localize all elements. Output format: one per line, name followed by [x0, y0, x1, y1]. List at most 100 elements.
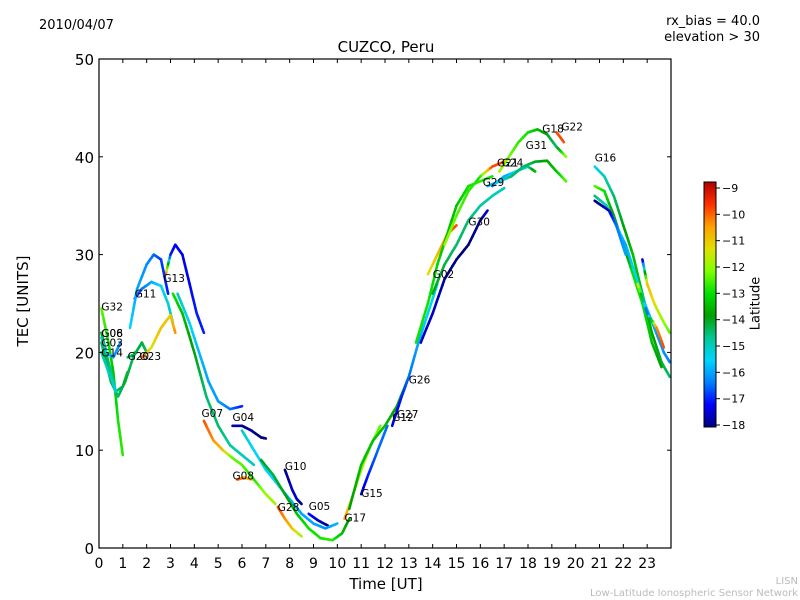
colorbar-tick-label: −15 [722, 340, 745, 353]
x-tick-label: 22 [614, 556, 632, 572]
series-segment [238, 404, 244, 409]
x-tick-label: 15 [448, 556, 466, 572]
series-segment [563, 153, 568, 159]
x-tick-label: 3 [166, 556, 175, 572]
satellite-label: G02 [433, 269, 455, 281]
x-tick-label: 4 [190, 556, 199, 572]
satellite-label: G05 [309, 501, 331, 513]
plot-frame [98, 58, 672, 549]
colorbar-tick-label: −10 [722, 208, 745, 221]
x-tick-label: 1 [118, 556, 127, 572]
satellite-label: G31 [526, 140, 548, 152]
series-segment [272, 501, 277, 506]
x-tick-label: 11 [352, 556, 370, 572]
y-tick-label: 30 [75, 247, 94, 265]
series-g29a [128, 253, 170, 330]
satellite-label: G16 [595, 153, 617, 165]
date-label: 2010/04/07 [39, 18, 114, 33]
series-g15 [359, 424, 389, 496]
series-g13 [164, 243, 206, 335]
series-segment [561, 139, 566, 144]
chart-title: CUZCO, Peru [337, 38, 435, 56]
series-g22 [555, 131, 566, 144]
series-segment [165, 286, 170, 296]
series-segment [532, 169, 537, 173]
satellite-label: G29 [483, 177, 505, 189]
satellite-label: G07 [202, 408, 224, 420]
series-g21 [443, 160, 506, 247]
x-tick-label: 19 [543, 556, 561, 572]
series-g04 [231, 424, 268, 440]
series-g19b [636, 282, 666, 349]
series-segment [114, 395, 118, 406]
series-g20 [126, 341, 148, 359]
satellite-label: G08 [233, 471, 255, 483]
colorbar-gradient [703, 181, 717, 428]
series-g26 [390, 282, 439, 428]
colorbar-tick-label: −12 [722, 261, 745, 274]
x-tick-label: 12 [376, 556, 394, 572]
y-tick-label: 40 [75, 149, 94, 167]
series-segment [453, 224, 458, 229]
series-segment [622, 248, 628, 256]
x-tick-label: 9 [309, 556, 318, 572]
series-g30 [419, 209, 489, 344]
series-g29 [431, 186, 506, 296]
x-tick-label: 2 [142, 556, 151, 572]
series-segment [377, 424, 382, 431]
satellite-label: G06 [101, 328, 123, 340]
satellite-label: G04 [233, 412, 255, 424]
series-segment [667, 359, 672, 364]
series-segment [500, 186, 506, 191]
x-tick-label: 18 [519, 556, 537, 572]
series-g10 [283, 468, 303, 506]
x-tick-label: 7 [261, 556, 270, 572]
x-tick-label: 0 [95, 556, 104, 572]
colorbar-tick-label: −18 [722, 419, 745, 432]
x-tick-label: 13 [400, 556, 418, 572]
series-g28 [276, 505, 303, 538]
satellite-label: G03 [101, 338, 123, 350]
series-segment [324, 523, 330, 527]
y-tick-label: 10 [75, 442, 94, 460]
series-g01 [171, 292, 256, 467]
series-g16b [593, 184, 663, 369]
footer-network-short: LISN [775, 576, 798, 587]
satellite-label: G14 [101, 347, 123, 359]
satellite-label: G22 [561, 121, 583, 133]
satellite-label: G08 [101, 328, 123, 340]
satellite-label: G23 [140, 351, 162, 363]
satellite-label: G18 [542, 123, 564, 135]
series-g18 [498, 128, 568, 173]
series-g16 [593, 165, 672, 379]
series-segment [120, 448, 125, 457]
series-g02a [176, 292, 244, 411]
satellite-label: G28 [278, 502, 300, 514]
satellite-label: G27 [397, 409, 419, 421]
x-tick-label: 20 [567, 556, 585, 572]
series-segment [658, 361, 663, 369]
series-g12a [259, 458, 351, 542]
axes: 0 1 2 3 4 5 6 7 8 9 10 11 12 13 14 15 16 17 18 19 20 21 22 2301… [75, 51, 671, 572]
series-segment [201, 328, 206, 335]
series-segment [667, 373, 672, 379]
series-g14 [100, 351, 117, 393]
satellite-label: G26 [409, 375, 431, 387]
x-tick-label: 23 [638, 556, 656, 572]
rx-bias-label: rx_bias = 40.0 [666, 14, 760, 29]
x-tick-label: 21 [591, 556, 609, 572]
satellite-label: G24 [502, 158, 524, 170]
series-segment [661, 342, 666, 349]
x-tick-label: 8 [285, 556, 294, 572]
satellite-label: G11 [135, 289, 157, 301]
series-g16c [593, 194, 672, 364]
colorbar-tick-label: −9 [722, 182, 738, 195]
series-g23 [140, 313, 177, 359]
satellite-label: G32 [101, 301, 123, 313]
series-segment [112, 370, 116, 382]
series-segment [298, 533, 303, 538]
colorbar-tick-label: −11 [722, 235, 745, 248]
colorbar-tick-label: −17 [722, 393, 745, 406]
series-segment [115, 403, 119, 415]
